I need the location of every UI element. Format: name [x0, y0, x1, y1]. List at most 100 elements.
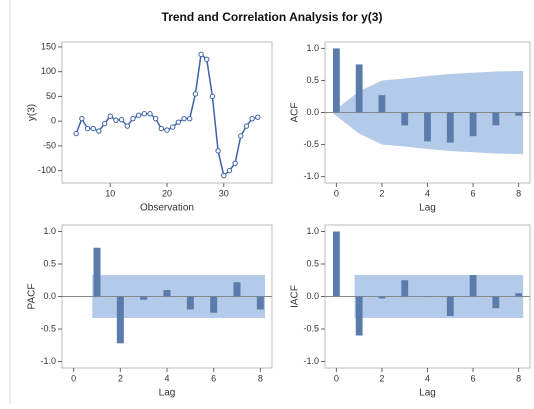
y-tick-label: -1.0 [40, 356, 56, 366]
bar [515, 293, 523, 297]
x-tick-label: 2 [379, 373, 384, 383]
bar [401, 112, 409, 126]
y-tick-label: -0.5 [303, 139, 319, 149]
bar [378, 296, 386, 299]
bar [116, 296, 124, 344]
series-marker [187, 115, 193, 122]
bar [355, 296, 363, 336]
series-marker [198, 51, 204, 58]
x-tick-label: 2 [379, 188, 384, 198]
x-tick-label: 8 [258, 373, 263, 383]
y-tick-label: -0.5 [303, 323, 319, 333]
y-tick-label: 0.5 [306, 258, 319, 268]
bar [233, 282, 241, 297]
x-tick-label: 6 [471, 373, 476, 383]
x-tick-label: 10 [105, 188, 115, 198]
x-tick-label: 4 [164, 373, 169, 383]
bar [446, 296, 454, 316]
series-marker [90, 125, 96, 132]
bar [469, 275, 477, 297]
y-tick-label: 1.0 [43, 226, 56, 236]
bar [492, 296, 500, 309]
bar [424, 112, 431, 142]
x-tick-label: 8 [516, 373, 521, 383]
bar [332, 48, 340, 113]
y-tick-label: 0.0 [43, 291, 56, 301]
series-marker [249, 115, 255, 122]
y-tick-label: 150 [41, 41, 56, 51]
series-marker [124, 123, 130, 129]
x-axis-label: Lag [419, 203, 436, 214]
x-tick-label: 0 [71, 373, 76, 383]
y-tick-label: -1.0 [303, 171, 319, 181]
x-tick-label: 8 [516, 188, 521, 198]
bar [446, 112, 454, 143]
x-tick-label: 4 [425, 188, 430, 198]
series-marker [113, 117, 119, 123]
y-tick-label: 0.5 [43, 258, 56, 268]
y-axis-label: PACF [27, 284, 38, 310]
bar [492, 112, 500, 126]
series-marker [175, 119, 182, 125]
series-marker [192, 91, 199, 97]
x-axis-label: Lag [419, 388, 436, 399]
x-tick-label: 30 [219, 188, 229, 198]
y-tick-label: 0.5 [306, 75, 319, 85]
bar [140, 296, 148, 300]
y-tick-label: -1.0 [303, 356, 319, 366]
series-marker [158, 125, 165, 132]
x-axis-label: Lag [159, 388, 176, 399]
bar [424, 296, 431, 297]
series-marker [232, 160, 238, 166]
y-tick-label: 1.0 [306, 226, 319, 236]
x-tick-label: 6 [211, 373, 216, 383]
series-marker [215, 148, 221, 154]
series-marker [135, 112, 142, 118]
series-marker [79, 115, 85, 122]
bar [401, 280, 409, 297]
series-marker [141, 111, 147, 117]
y-tick-label: 0.0 [306, 291, 319, 301]
y-tick-label: 50 [46, 91, 56, 101]
series-marker [152, 115, 159, 122]
x-tick-label: 6 [471, 188, 476, 198]
bar [256, 296, 264, 310]
series-marker [255, 114, 261, 120]
y-tick-label: -0.5 [40, 323, 56, 333]
series-marker [204, 56, 210, 63]
bar [469, 112, 477, 137]
series-marker [221, 172, 227, 179]
y-axis-label: IACF [290, 285, 301, 308]
plot-area [61, 41, 273, 184]
y-tick-label: 0.0 [306, 107, 319, 117]
y-tick-label: 0 [51, 116, 56, 126]
series-marker [243, 123, 250, 129]
series-marker [181, 115, 187, 122]
bar [378, 95, 386, 113]
bar [210, 296, 218, 313]
panel-title: Trend and Correlation Analysis for y(3) [162, 10, 383, 24]
series-marker [96, 128, 102, 134]
x-tick-label: 0 [334, 188, 339, 198]
bar [186, 296, 194, 310]
x-axis-label: Observation [140, 203, 194, 214]
series-marker [101, 120, 108, 127]
x-tick-label: 20 [162, 188, 172, 198]
bar [163, 290, 171, 297]
y-axis-label: ACF [290, 103, 301, 123]
bar [93, 247, 101, 297]
bar [515, 112, 523, 116]
y-tick-label: -100 [38, 165, 56, 175]
bar [355, 64, 363, 113]
x-tick-label: 2 [118, 373, 123, 383]
series-marker [147, 111, 153, 117]
y-tick-label: -50 [43, 140, 56, 150]
x-tick-label: 0 [334, 373, 339, 383]
y-tick-label: 1.0 [306, 43, 319, 53]
series-marker [169, 124, 176, 130]
series-marker [107, 113, 113, 119]
series-marker [209, 93, 216, 100]
series-marker [130, 115, 136, 122]
